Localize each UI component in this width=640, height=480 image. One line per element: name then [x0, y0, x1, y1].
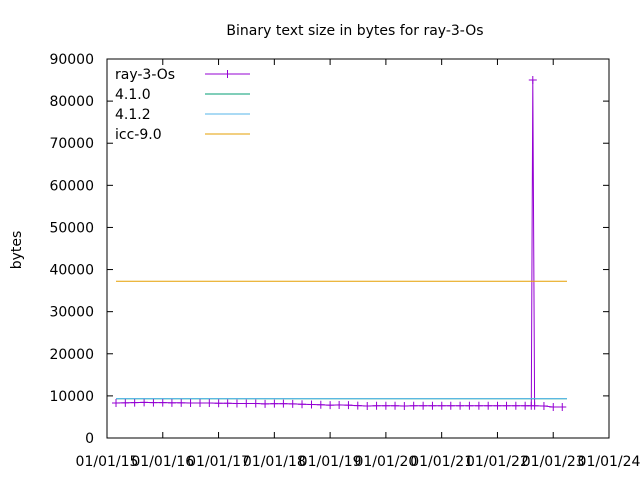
data-point [205, 399, 214, 408]
y-tick-label: 80000 [49, 94, 94, 110]
y-tick-label: 10000 [49, 389, 94, 405]
x-tick-label: 01/01/22 [466, 454, 529, 470]
plot-border [106, 58, 610, 439]
data-point [528, 76, 537, 85]
x-tick-label: 01/01/24 [578, 454, 640, 470]
x-tick-label: 01/01/20 [354, 454, 417, 470]
y-tick-label: 0 [85, 431, 94, 447]
data-point [214, 399, 223, 408]
data-point [279, 399, 288, 408]
x-tick-label: 01/01/16 [131, 454, 194, 470]
y-tick-label: 70000 [49, 136, 94, 152]
data-point [391, 401, 400, 410]
data-point [158, 398, 167, 407]
data-point [381, 401, 390, 410]
data-point [270, 399, 279, 408]
data-point [326, 401, 335, 410]
data-point [428, 401, 437, 410]
data-point [196, 399, 205, 408]
data-point [242, 399, 251, 408]
data-point [539, 401, 548, 410]
data-point [177, 398, 186, 407]
data-point [316, 400, 325, 409]
data-point [530, 401, 539, 410]
data-point [465, 401, 474, 410]
legend-label: 4.1.0 [115, 87, 151, 103]
legend-label: icc-9.0 [115, 127, 162, 143]
axes: 0 10000 20000 30000 40000 50000 60000 70000 8000… [49, 52, 640, 470]
data-point [372, 401, 381, 410]
data-point [335, 400, 344, 409]
data-point [130, 398, 139, 407]
y-tick-label: 30000 [49, 305, 94, 321]
data-point [232, 399, 241, 408]
data-point [437, 401, 446, 410]
y-tick-label: 60000 [49, 178, 94, 194]
data-point [261, 399, 270, 408]
y-tick-label: 50000 [49, 220, 94, 236]
data-point [121, 398, 130, 407]
legend-label: ray-3-Os [115, 67, 175, 83]
data-point [186, 399, 195, 408]
y-tick-label: 90000 [49, 52, 94, 68]
data-point [474, 401, 483, 410]
data-point [167, 398, 176, 407]
legend-point-marker [223, 70, 232, 78]
data-point [493, 401, 502, 410]
data-point [251, 399, 260, 408]
x-tick-label: 01/01/19 [299, 454, 362, 470]
data-point [456, 401, 465, 410]
data-point [112, 399, 121, 408]
data-point [149, 398, 158, 407]
data-point [409, 401, 418, 410]
data-point [140, 398, 149, 407]
x-tick-label: 01/01/23 [522, 454, 585, 470]
y-tick-label: 20000 [49, 347, 94, 363]
x-tick-label: 01/01/17 [187, 454, 250, 470]
series-group [112, 76, 567, 412]
data-point [558, 403, 567, 412]
data-point [307, 400, 316, 409]
x-tick-label: 01/01/21 [410, 454, 473, 470]
legend: ray-3-Os 4.1.0 4.1.2 icc-9.0 [115, 67, 250, 143]
data-point [484, 401, 493, 410]
y-tick-label: 40000 [49, 263, 94, 279]
data-point [400, 401, 409, 410]
legend-label: 4.1.2 [115, 107, 151, 123]
chart-title: Binary text size in bytes for ray-3-Os [226, 23, 483, 39]
data-point [549, 403, 558, 412]
data-point [511, 401, 520, 410]
data-point [344, 401, 353, 410]
x-tick-label: 01/01/15 [76, 454, 139, 470]
data-point [298, 400, 307, 409]
x-tick-label: 01/01/18 [243, 454, 306, 470]
data-point [288, 399, 297, 408]
y-axis-label: bytes [9, 231, 25, 270]
data-point [353, 401, 362, 410]
data-point [223, 399, 232, 408]
data-point [502, 401, 511, 410]
data-point [419, 401, 428, 410]
data-point [363, 401, 372, 410]
data-point [446, 401, 455, 410]
